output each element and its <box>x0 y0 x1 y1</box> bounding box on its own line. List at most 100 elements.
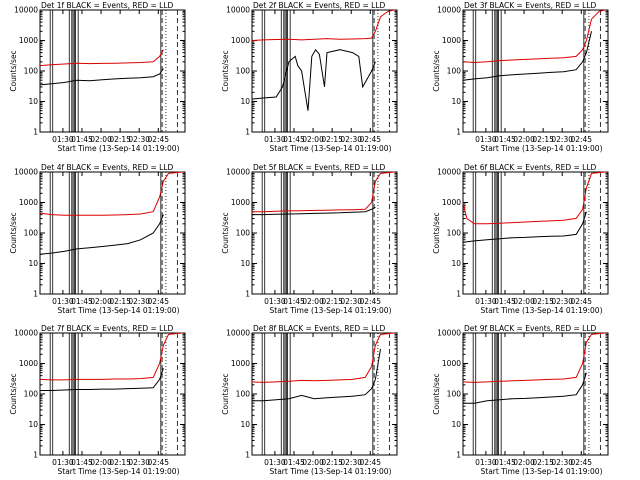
y-tick-label: 10 <box>451 259 461 268</box>
x-axis-label: Start Time (13-Sep-14 01:19:00) <box>481 467 603 476</box>
plot-frame <box>39 9 186 133</box>
x-tick-label: 01:30 <box>264 135 286 144</box>
y-tick-label: 1000 <box>442 36 461 45</box>
y-tick-label: 10 <box>28 259 38 268</box>
y-tick-label: 10000 <box>14 6 38 15</box>
x-tick-label: 01:30 <box>52 135 74 144</box>
lld-series-line <box>462 9 606 64</box>
y-tick-label: 10 <box>240 420 250 429</box>
y-tick-label: 100 <box>24 390 39 399</box>
detector-panel: Det 9f BLACK = Events, RED = LLD 1 10 100 10… <box>432 324 609 476</box>
y-tick-label: 10000 <box>437 168 461 177</box>
y-tick-label: 1 <box>456 128 461 137</box>
y-tick-label: 1000 <box>19 36 38 45</box>
x-tick-label: 02:30 <box>340 458 362 467</box>
plot-frame <box>462 332 609 456</box>
y-tick-label: 1000 <box>442 359 461 368</box>
x-tick-label: 01:45 <box>283 458 305 467</box>
x-axis-label: Start Time (13-Sep-14 01:19:00) <box>58 467 180 476</box>
x-tick-label: 02:15 <box>532 135 554 144</box>
events-series-line <box>463 372 587 404</box>
events-series-line <box>252 206 376 216</box>
y-tick-label: 10000 <box>14 329 38 338</box>
y-tick-label: 100 <box>236 390 251 399</box>
y-axis-label: Counts/sec <box>221 50 230 91</box>
x-tick-label: 02:00 <box>90 135 112 144</box>
x-axis-label: Start Time (13-Sep-14 01:19:00) <box>481 144 603 153</box>
panel-title: Det 2f BLACK = Events, RED = LLD <box>253 1 386 10</box>
x-tick-label: 02:45 <box>570 135 592 144</box>
x-tick-label: 02:30 <box>340 135 362 144</box>
y-tick-label: 10000 <box>226 6 250 15</box>
detector-panel: Det 3f BLACK = Events, RED = LLD 1 10 100 10… <box>432 1 609 153</box>
x-axis-label: Start Time (13-Sep-14 01:19:00) <box>481 306 603 315</box>
x-tick-label: 01:45 <box>71 297 93 306</box>
events-series-line <box>39 68 164 86</box>
y-tick-label: 1000 <box>19 198 38 207</box>
y-axis-label: Counts/sec <box>432 373 441 414</box>
plot-frame <box>462 9 609 133</box>
detector-panel: Det 5f BLACK = Events, RED = LLD 1 10 100 10… <box>221 163 398 315</box>
events-series-line <box>252 348 381 402</box>
x-tick-label: 02:00 <box>513 458 535 467</box>
panel-title: Det 3f BLACK = Events, RED = LLD <box>464 1 597 10</box>
x-axis-label: Start Time (13-Sep-14 01:19:00) <box>270 144 392 153</box>
plot-frame <box>39 171 186 295</box>
x-tick-label: 02:00 <box>302 458 324 467</box>
x-tick-label: 02:45 <box>147 135 169 144</box>
y-tick-label: 1 <box>245 290 250 299</box>
x-tick-label: 02:00 <box>513 297 535 306</box>
panel-title: Det 9f BLACK = Events, RED = LLD <box>464 324 597 333</box>
panel-title: Det 5f BLACK = Events, RED = LLD <box>253 163 386 172</box>
x-tick-label: 01:30 <box>475 297 497 306</box>
x-axis-label: Start Time (13-Sep-14 01:19:00) <box>270 306 392 315</box>
y-tick-label: 10000 <box>437 6 461 15</box>
x-tick-label: 02:30 <box>128 135 150 144</box>
panel-title: Det 7f BLACK = Events, RED = LLD <box>41 324 174 333</box>
y-tick-label: 100 <box>24 229 39 238</box>
x-tick-label: 01:30 <box>52 297 74 306</box>
x-tick-label: 02:15 <box>532 458 554 467</box>
y-tick-label: 10000 <box>437 329 461 338</box>
x-tick-label: 01:30 <box>52 458 74 467</box>
y-tick-label: 10 <box>451 97 461 106</box>
x-tick-label: 02:45 <box>147 297 169 306</box>
x-tick-label: 02:45 <box>147 458 169 467</box>
y-tick-label: 1 <box>245 128 250 137</box>
y-tick-label: 10 <box>240 259 250 268</box>
x-tick-label: 01:30 <box>475 458 497 467</box>
x-tick-label: 01:30 <box>475 135 497 144</box>
plot-frame <box>251 9 398 133</box>
y-tick-label: 10 <box>451 420 461 429</box>
y-tick-label: 1000 <box>442 198 461 207</box>
y-axis-label: Counts/sec <box>221 212 230 253</box>
y-axis-label: Counts/sec <box>432 212 441 253</box>
detector-panel: Det 6f BLACK = Events, RED = LLD 1 10 100 10… <box>432 163 609 315</box>
x-tick-label: 02:15 <box>109 458 131 467</box>
detector-panel: Det 2f BLACK = Events, RED = LLD 1 10 100 10… <box>221 1 398 153</box>
x-tick-label: 01:30 <box>264 297 286 306</box>
x-tick-label: 02:15 <box>321 458 343 467</box>
y-axis-label: Counts/sec <box>9 50 18 91</box>
y-tick-label: 1 <box>245 451 250 460</box>
events-series-line <box>251 48 376 111</box>
x-tick-label: 02:30 <box>551 297 573 306</box>
x-tick-label: 02:15 <box>109 135 131 144</box>
y-tick-label: 1000 <box>231 198 250 207</box>
x-tick-label: 02:15 <box>321 135 343 144</box>
panel-title: Det 6f BLACK = Events, RED = LLD <box>464 163 597 172</box>
x-tick-label: 02:30 <box>128 458 150 467</box>
lld-series-line <box>39 49 164 67</box>
x-tick-label: 02:00 <box>513 135 535 144</box>
events-series-line <box>40 368 164 391</box>
y-tick-label: 1 <box>33 128 38 137</box>
y-tick-label: 1 <box>33 451 38 460</box>
lld-series-line <box>462 171 606 225</box>
y-tick-label: 10 <box>28 97 38 106</box>
x-tick-label: 01:45 <box>494 135 516 144</box>
y-tick-label: 10000 <box>226 329 250 338</box>
y-axis-label: Counts/sec <box>432 50 441 91</box>
lld-series-line <box>462 332 606 383</box>
x-tick-label: 02:45 <box>570 458 592 467</box>
